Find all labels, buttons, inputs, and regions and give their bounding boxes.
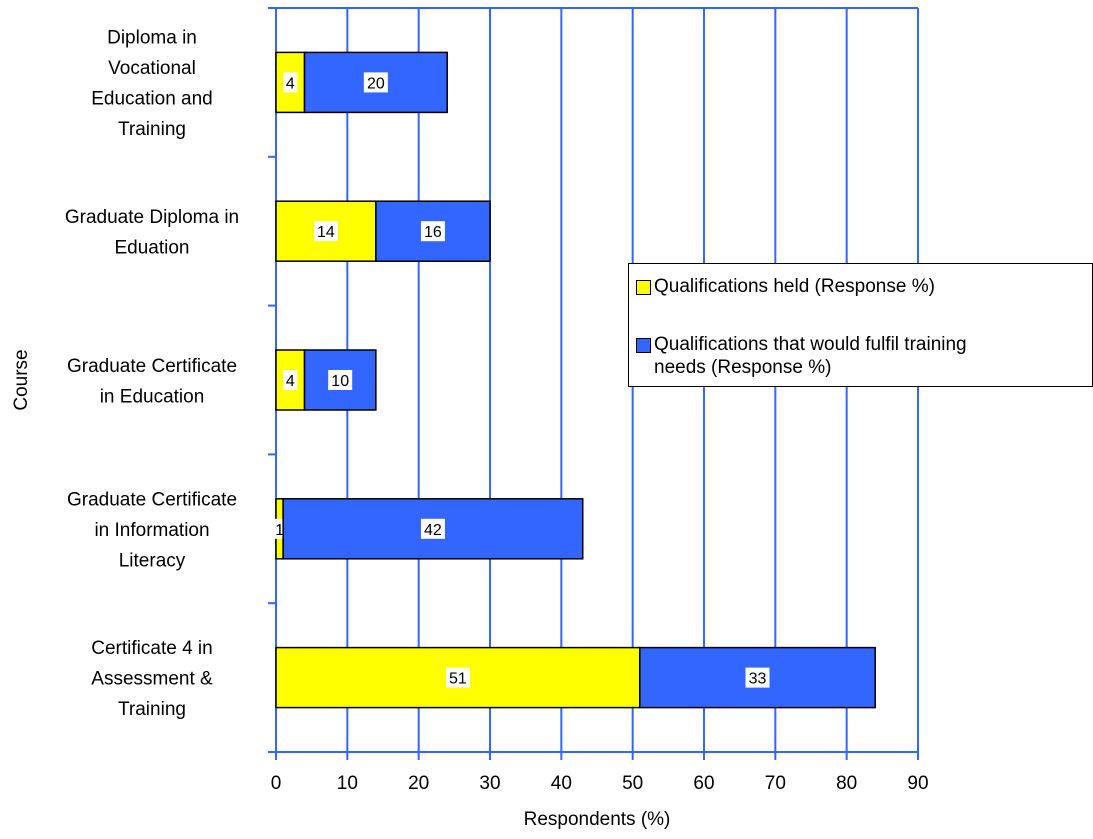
category-label: Graduate Certificate in Information Litera… [67, 489, 237, 571]
category-label-line: Graduate Certificate [67, 356, 237, 377]
data-label-bg [445, 667, 470, 688]
legend-label-line: needs (Response %) [654, 357, 832, 378]
x-tick-label: 20 [408, 773, 429, 794]
category-label-line: in Education [100, 386, 205, 407]
x-axis-title: Respondents (%) [524, 809, 671, 830]
data-label-bg [420, 518, 445, 539]
data-label: 4 [286, 373, 295, 390]
x-tick-label: 30 [479, 773, 500, 794]
data-label: 4 [286, 75, 295, 92]
category-label: Graduate Certificate in Education [67, 356, 237, 408]
category-label: Diploma in Vocational Education and Trainin… [91, 28, 213, 140]
x-tick-label: 90 [907, 773, 928, 794]
legend-label-held: Qualifications held (Response %) [654, 276, 935, 297]
x-tick-label: 50 [622, 773, 643, 794]
data-label: 14 [317, 224, 335, 241]
legend-item-held: Qualifications held (Response %) [636, 275, 935, 298]
category-label-line: Graduate Diploma in [65, 207, 239, 228]
data-label: 1 [275, 522, 284, 539]
data-label-bg [283, 72, 298, 93]
category-label-line: Graduate Certificate [67, 489, 237, 510]
data-label: 10 [331, 373, 349, 390]
data-label-bg [283, 370, 298, 390]
legend-label-needed: Qualifications that would fulfil trainin… [654, 333, 967, 379]
legend-swatch-held [636, 280, 651, 295]
category-label-line: Diploma in [107, 28, 197, 49]
x-tick-label: 70 [765, 773, 786, 794]
category-label: Graduate Diploma in Eduation [65, 207, 239, 259]
y-axis-title: Course [11, 349, 32, 410]
data-label-bg [363, 72, 388, 93]
legend-label-line: Qualifications that would fulfil trainin… [654, 334, 967, 355]
data-label: 51 [449, 671, 467, 688]
data-label: 33 [749, 671, 767, 688]
data-label-bg [420, 221, 445, 242]
x-tick-label: 60 [693, 773, 714, 794]
category-label-line: Certificate 4 in [91, 638, 212, 659]
legend-item-needed: Qualifications that would fulfil trainin… [636, 333, 967, 379]
chart-legend: Qualifications held (Response %) Qualifi… [628, 263, 1093, 387]
category-label-line: Vocational [108, 58, 196, 79]
category-label-line: Literacy [119, 550, 186, 571]
category-label-line: in Information [94, 520, 209, 541]
data-label-bg [313, 221, 338, 242]
category-label-line: Education and [91, 89, 213, 110]
x-tick-label: 10 [337, 773, 358, 794]
category-label-line: Eduation [114, 237, 189, 258]
data-label-bg [745, 667, 770, 688]
x-tick-label: 0 [271, 773, 282, 794]
data-label-bg [328, 370, 353, 390]
legend-swatch-needed [636, 338, 651, 353]
category-label: Certificate 4 in Assessment & Training [91, 638, 213, 720]
category-label-line: Training [118, 119, 186, 140]
data-label: 16 [424, 224, 442, 241]
x-tick-label: 40 [551, 773, 572, 794]
data-label: 20 [367, 75, 385, 92]
category-label-line: Assessment & [91, 669, 213, 690]
data-label: 42 [424, 522, 442, 539]
x-tick-label: 80 [836, 773, 857, 794]
category-label-line: Training [118, 699, 186, 720]
